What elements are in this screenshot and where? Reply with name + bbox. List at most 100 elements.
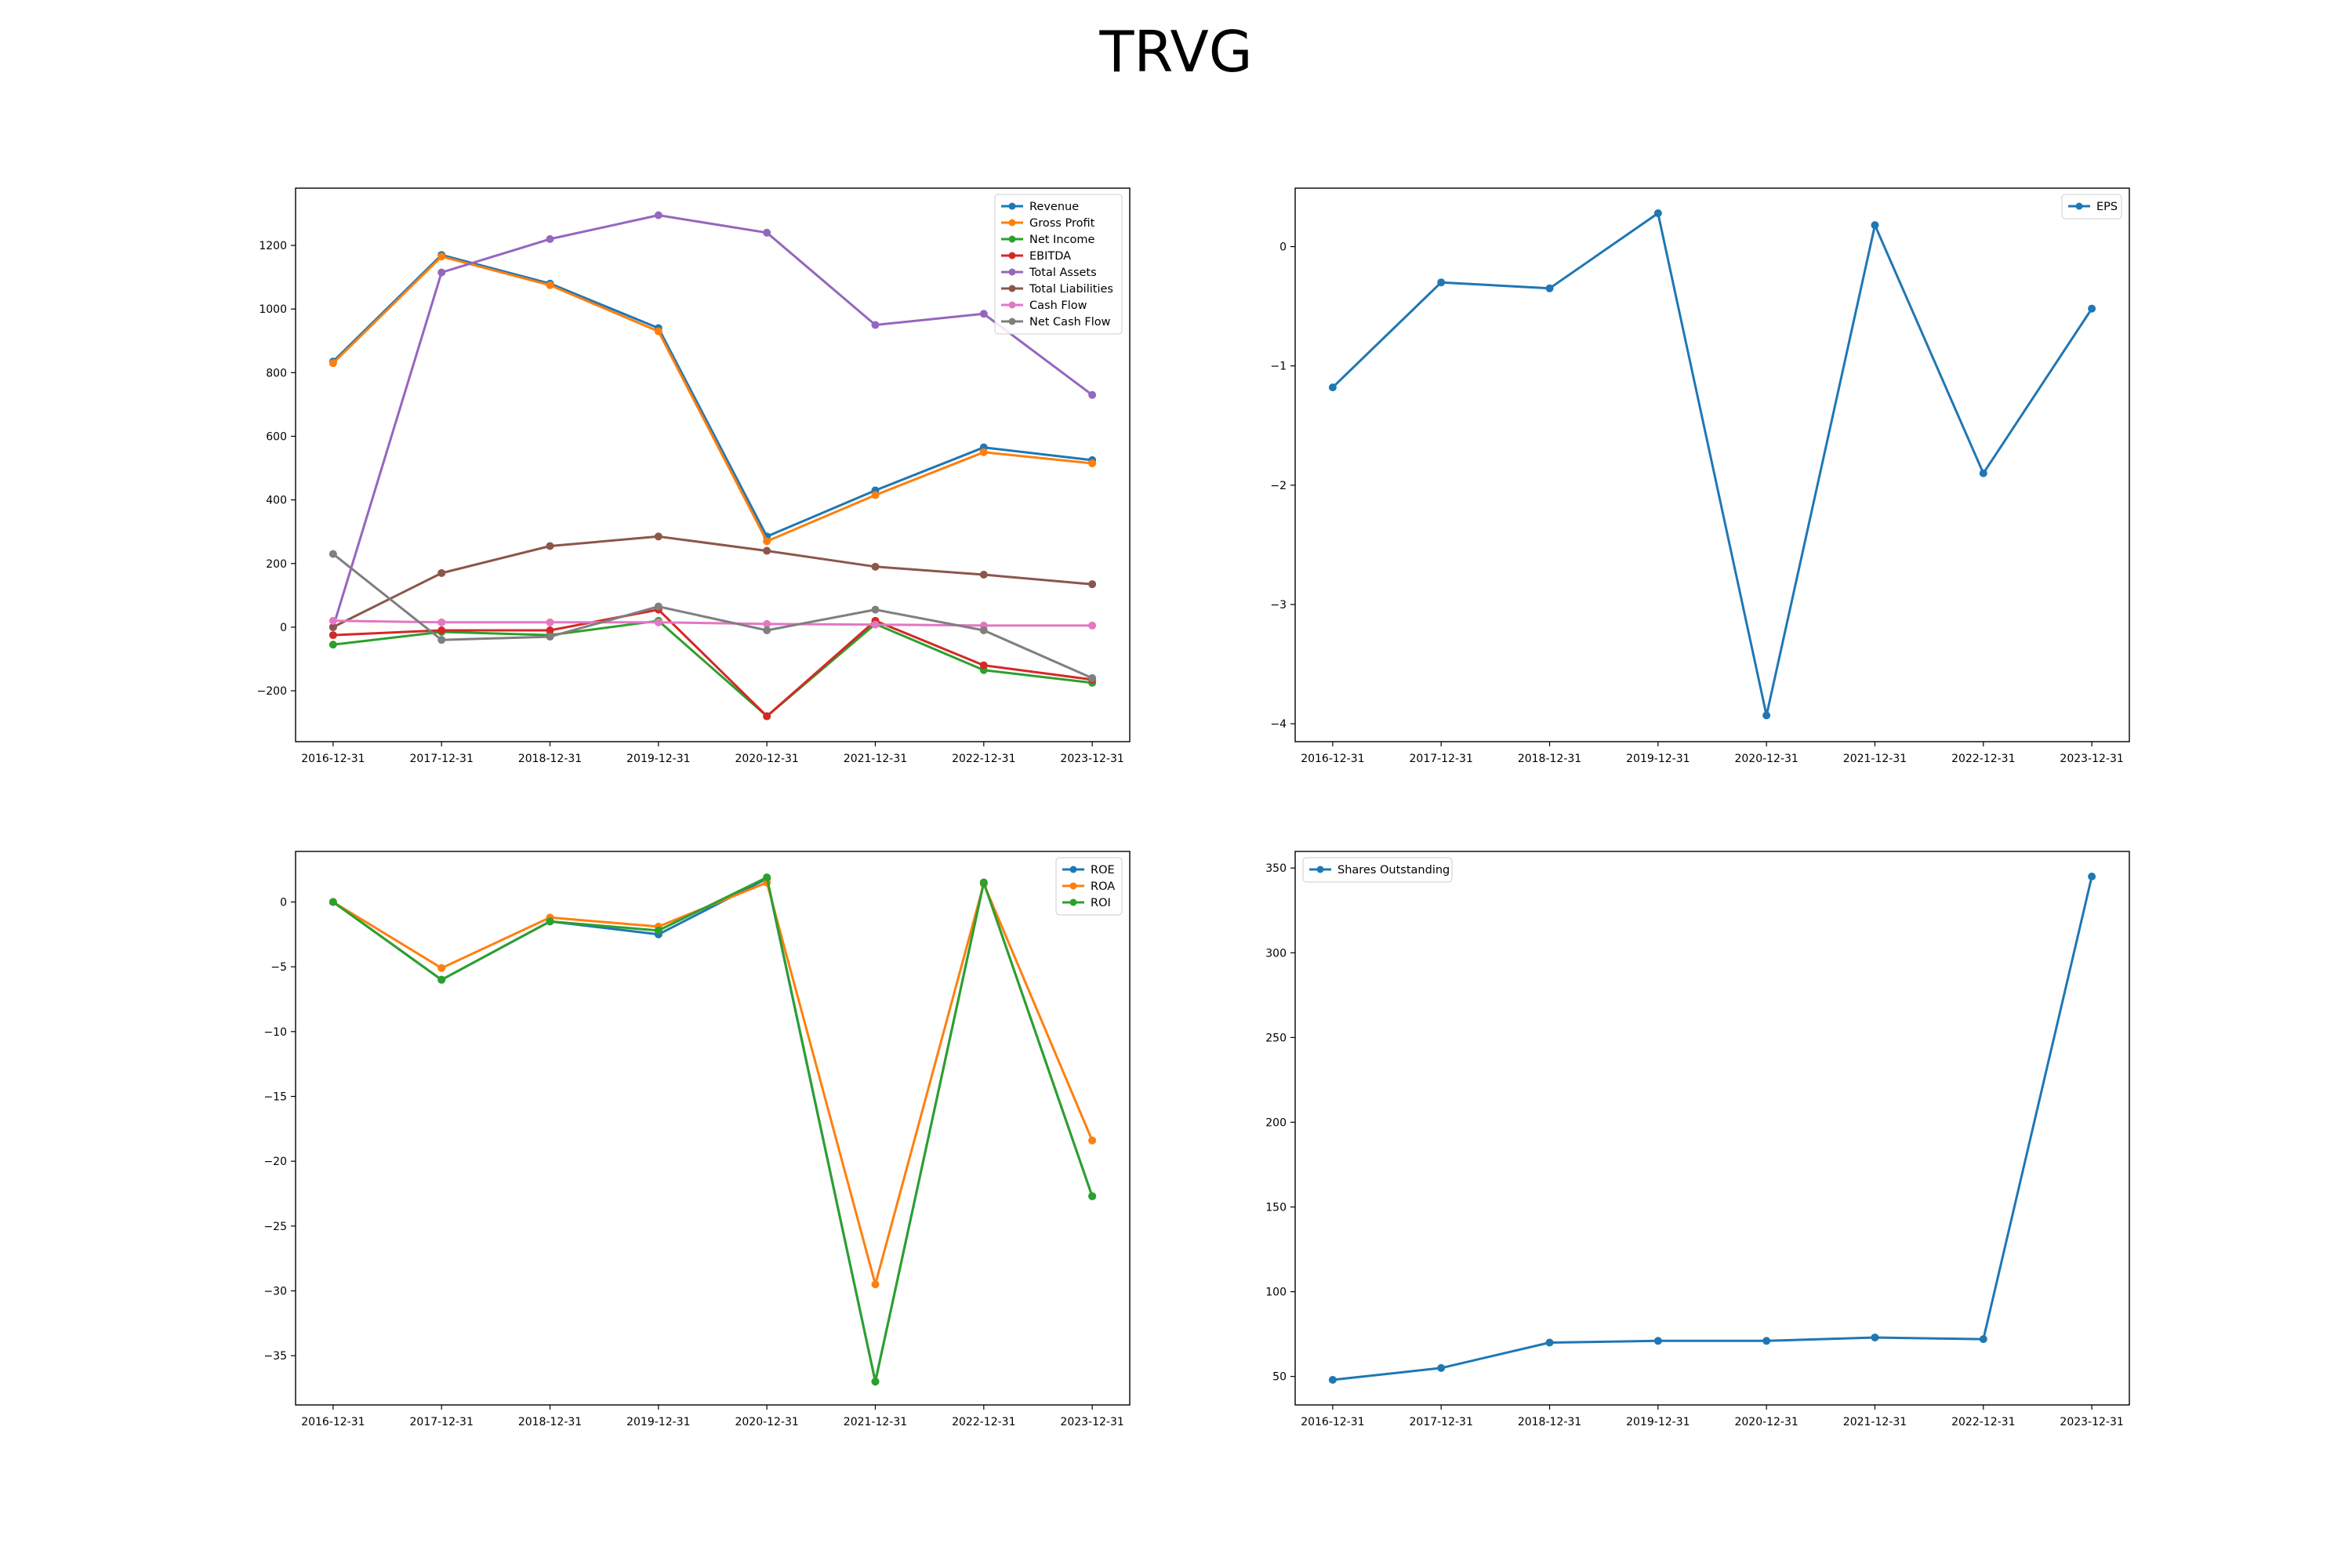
data-point	[871, 605, 880, 614]
data-point	[546, 281, 554, 289]
series-line	[332, 881, 1094, 1286]
series-line	[332, 608, 1093, 717]
legend-marker	[1008, 219, 1016, 227]
data-point	[871, 620, 880, 629]
x-tick-label: 2016-12-31	[1301, 1416, 1364, 1428]
data-point	[546, 626, 554, 634]
data-point	[1328, 383, 1337, 392]
series-revenue	[328, 251, 1097, 541]
eps-chart: 2016-12-31 2017-12-31 2018-12-31 2019-12-31…	[1270, 187, 2130, 765]
data-point	[328, 359, 337, 368]
legend: Shares Outstanding	[1302, 857, 1453, 883]
series-line	[332, 619, 1093, 627]
data-point	[654, 532, 662, 541]
legend-label: Net Income	[1029, 234, 1094, 246]
x-tick-label: 2020-12-31	[735, 1416, 798, 1428]
series-roi	[328, 873, 1097, 1386]
data-point	[763, 626, 771, 634]
x-tick-label: 2018-12-31	[518, 753, 582, 765]
x-tick-label: 2018-12-31	[1518, 1416, 1581, 1428]
series-roa	[328, 878, 1097, 1289]
data-point	[546, 917, 554, 926]
x-tick-label: 2019-12-31	[626, 1416, 690, 1428]
x-tick-label: 2020-12-31	[1734, 1416, 1798, 1428]
data-point	[437, 268, 446, 277]
legend-box	[994, 194, 1123, 335]
y-tick-label: −1	[1270, 361, 1287, 373]
legend-marker	[1069, 898, 1077, 906]
x-tick-label: 2018-12-31	[518, 1416, 582, 1428]
y-tick-label: 1200	[259, 240, 287, 252]
plot-frame	[1294, 851, 2130, 1406]
data-point	[1762, 1337, 1771, 1345]
legend-marker	[1316, 866, 1324, 873]
data-point	[763, 546, 771, 555]
data-point	[2088, 872, 2096, 880]
legend-marker	[1069, 882, 1077, 890]
data-point	[328, 631, 337, 640]
data-point	[1328, 1376, 1337, 1385]
data-point	[763, 619, 771, 628]
x-tick-label: 2016-12-31	[301, 753, 365, 765]
data-point	[1979, 469, 1987, 477]
data-point	[654, 926, 662, 935]
y-tick-label: 0	[280, 896, 287, 909]
data-point	[763, 712, 771, 720]
series-eps	[1328, 209, 2096, 720]
y-tick-label: −2	[1270, 480, 1287, 492]
x-tick-label: 2023-12-31	[2060, 753, 2123, 765]
data-point	[1545, 284, 1554, 292]
x-tick-label: 2022-12-31	[1951, 753, 2015, 765]
data-point	[328, 622, 337, 631]
legend: EPS	[2061, 194, 2122, 220]
data-point	[654, 602, 662, 611]
legend-label: Total Liabilities	[1029, 283, 1113, 296]
x-tick-label: 2023-12-31	[1060, 753, 1123, 765]
x-tick-label: 2016-12-31	[1301, 753, 1364, 765]
x-tick-label: 2017-12-31	[1410, 753, 1473, 765]
series-cash-flow	[328, 616, 1097, 630]
legend-marker	[1008, 301, 1016, 309]
series-line	[1331, 212, 2093, 717]
data-point	[871, 1280, 880, 1289]
series-line	[332, 553, 1093, 680]
series-line	[332, 255, 1093, 543]
x-tick-label: 2017-12-31	[410, 1416, 474, 1428]
data-point	[1653, 1337, 1662, 1345]
x-tick-label: 2021-12-31	[844, 1416, 907, 1428]
data-point	[979, 448, 988, 456]
y-tick-label: −20	[263, 1156, 287, 1168]
x-tick-label: 2019-12-31	[626, 753, 690, 765]
legend-label: ROA	[1091, 880, 1115, 893]
data-point	[328, 550, 337, 558]
legend-box	[1302, 857, 1453, 883]
data-point	[979, 878, 988, 887]
x-tick-label: 2021-12-31	[1843, 1416, 1907, 1428]
x-tick-label: 2022-12-31	[1951, 1416, 2015, 1428]
legend-label: ROE	[1091, 864, 1115, 877]
data-point	[1653, 209, 1662, 217]
data-point	[654, 618, 662, 626]
data-point	[1437, 278, 1446, 287]
data-point	[1437, 1363, 1446, 1372]
x-tick-label: 2020-12-31	[735, 753, 798, 765]
series-line	[332, 535, 1093, 629]
series-line	[332, 876, 1094, 1383]
data-point	[654, 211, 662, 220]
data-point	[546, 618, 554, 626]
data-point	[328, 616, 337, 625]
data-point	[437, 618, 446, 626]
data-point	[1088, 459, 1097, 467]
y-tick-label: −5	[270, 961, 287, 974]
y-tick-label: 250	[1265, 1032, 1287, 1044]
legend-marker	[1069, 866, 1077, 873]
legend-label: Net Cash Flow	[1029, 316, 1111, 328]
data-point	[328, 641, 337, 649]
y-tick-label: 0	[280, 622, 287, 634]
x-tick-label: 2018-12-31	[1518, 753, 1581, 765]
x-tick-label: 2023-12-31	[1060, 1416, 1123, 1428]
y-tick-label: −3	[1270, 599, 1287, 612]
data-point	[871, 491, 880, 499]
data-point	[871, 562, 880, 571]
legend-label: Gross Profit	[1029, 217, 1095, 230]
